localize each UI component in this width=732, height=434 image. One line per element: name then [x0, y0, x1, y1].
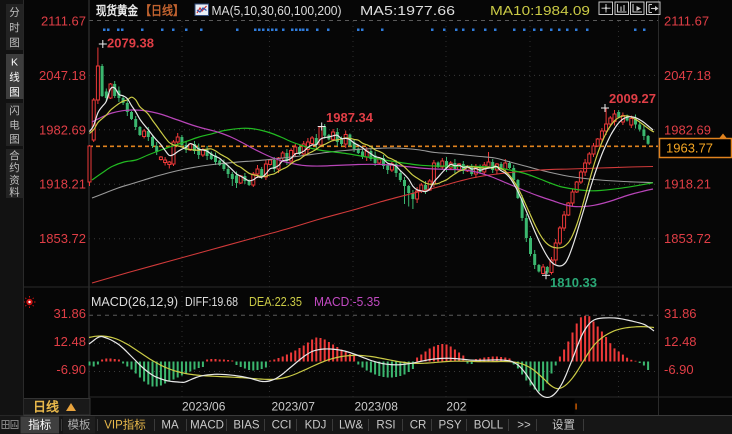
svg-text:1853.72: 1853.72	[664, 231, 711, 246]
svg-text:分: 分	[9, 6, 20, 18]
svg-text:图: 图	[9, 86, 20, 98]
svg-text:1987.34: 1987.34	[326, 110, 374, 125]
svg-text:1810.33: 1810.33	[550, 275, 597, 290]
svg-text:2023/06: 2023/06	[182, 400, 226, 414]
svg-text:DEA:22.35: DEA:22.35	[249, 295, 302, 309]
svg-text:31.86: 31.86	[53, 306, 86, 321]
svg-text:2079.38: 2079.38	[107, 36, 154, 51]
svg-text:PSY: PSY	[438, 420, 461, 432]
svg-text:线: 线	[9, 70, 20, 83]
svg-text:MA5:1977.66: MA5:1977.66	[360, 3, 455, 18]
svg-text:12.48: 12.48	[664, 334, 697, 349]
svg-text:2009.27: 2009.27	[609, 91, 656, 106]
svg-text:12.48: 12.48	[53, 334, 86, 349]
svg-text:MACD:-5.35: MACD:-5.35	[314, 295, 380, 309]
svg-text:MACD(26,12,9): MACD(26,12,9)	[91, 295, 178, 309]
svg-text:合: 合	[9, 149, 20, 162]
svg-text:料: 料	[9, 186, 20, 199]
svg-text:LW&: LW&	[339, 420, 363, 432]
svg-text:1982.69: 1982.69	[39, 122, 86, 137]
svg-text:资: 资	[9, 174, 20, 186]
svg-text:1963.77: 1963.77	[666, 141, 713, 156]
svg-text:2111.67: 2111.67	[664, 13, 709, 28]
svg-text:1982.69: 1982.69	[664, 122, 711, 137]
svg-text:2023/08: 2023/08	[355, 400, 399, 414]
svg-text:约: 约	[9, 161, 20, 174]
svg-text:K: K	[11, 56, 18, 68]
svg-text:31.86: 31.86	[664, 306, 697, 321]
svg-text:设置: 设置	[552, 419, 575, 432]
svg-text:-6.90: -6.90	[664, 362, 694, 377]
svg-text:2047.18: 2047.18	[664, 68, 711, 83]
svg-text:2047.18: 2047.18	[39, 68, 86, 83]
svg-text:指标: 指标	[28, 418, 51, 432]
svg-text:图: 图	[9, 37, 20, 49]
svg-text:模板: 模板	[68, 418, 91, 432]
svg-text:电: 电	[9, 118, 20, 131]
svg-text:>>: >>	[517, 420, 531, 432]
svg-text:MACD: MACD	[190, 420, 224, 432]
svg-text:1918.21: 1918.21	[39, 177, 86, 192]
svg-text:RSI: RSI	[376, 420, 395, 432]
svg-text:图: 图	[9, 134, 20, 146]
svg-text:闪: 闪	[9, 104, 20, 117]
svg-text:2111.67: 2111.67	[41, 13, 86, 28]
svg-text:CR: CR	[410, 420, 427, 432]
svg-text:MA: MA	[161, 420, 179, 432]
svg-text:KDJ: KDJ	[305, 420, 327, 432]
svg-text:MA(5,10,30,60,100,200): MA(5,10,30,60,100,200)	[212, 3, 342, 18]
svg-text:日线: 日线	[33, 400, 59, 415]
svg-text:BOLL: BOLL	[474, 420, 504, 432]
svg-text:BIAS: BIAS	[233, 420, 260, 432]
svg-text:2023/07: 2023/07	[272, 400, 316, 414]
svg-text:1918.21: 1918.21	[664, 177, 711, 192]
svg-text:1853.72: 1853.72	[39, 231, 86, 246]
svg-text:【日线】: 【日线】	[140, 3, 184, 18]
svg-text:时: 时	[9, 22, 20, 34]
svg-text:-6.90: -6.90	[56, 362, 86, 377]
svg-text:DIFF:19.68: DIFF:19.68	[185, 295, 238, 309]
svg-text:MA10:1984.09: MA10:1984.09	[490, 3, 590, 18]
svg-text:现货黄金: 现货黄金	[96, 3, 138, 18]
svg-text:VIP指标: VIP指标	[104, 418, 146, 432]
svg-text:CCI: CCI	[272, 420, 292, 432]
